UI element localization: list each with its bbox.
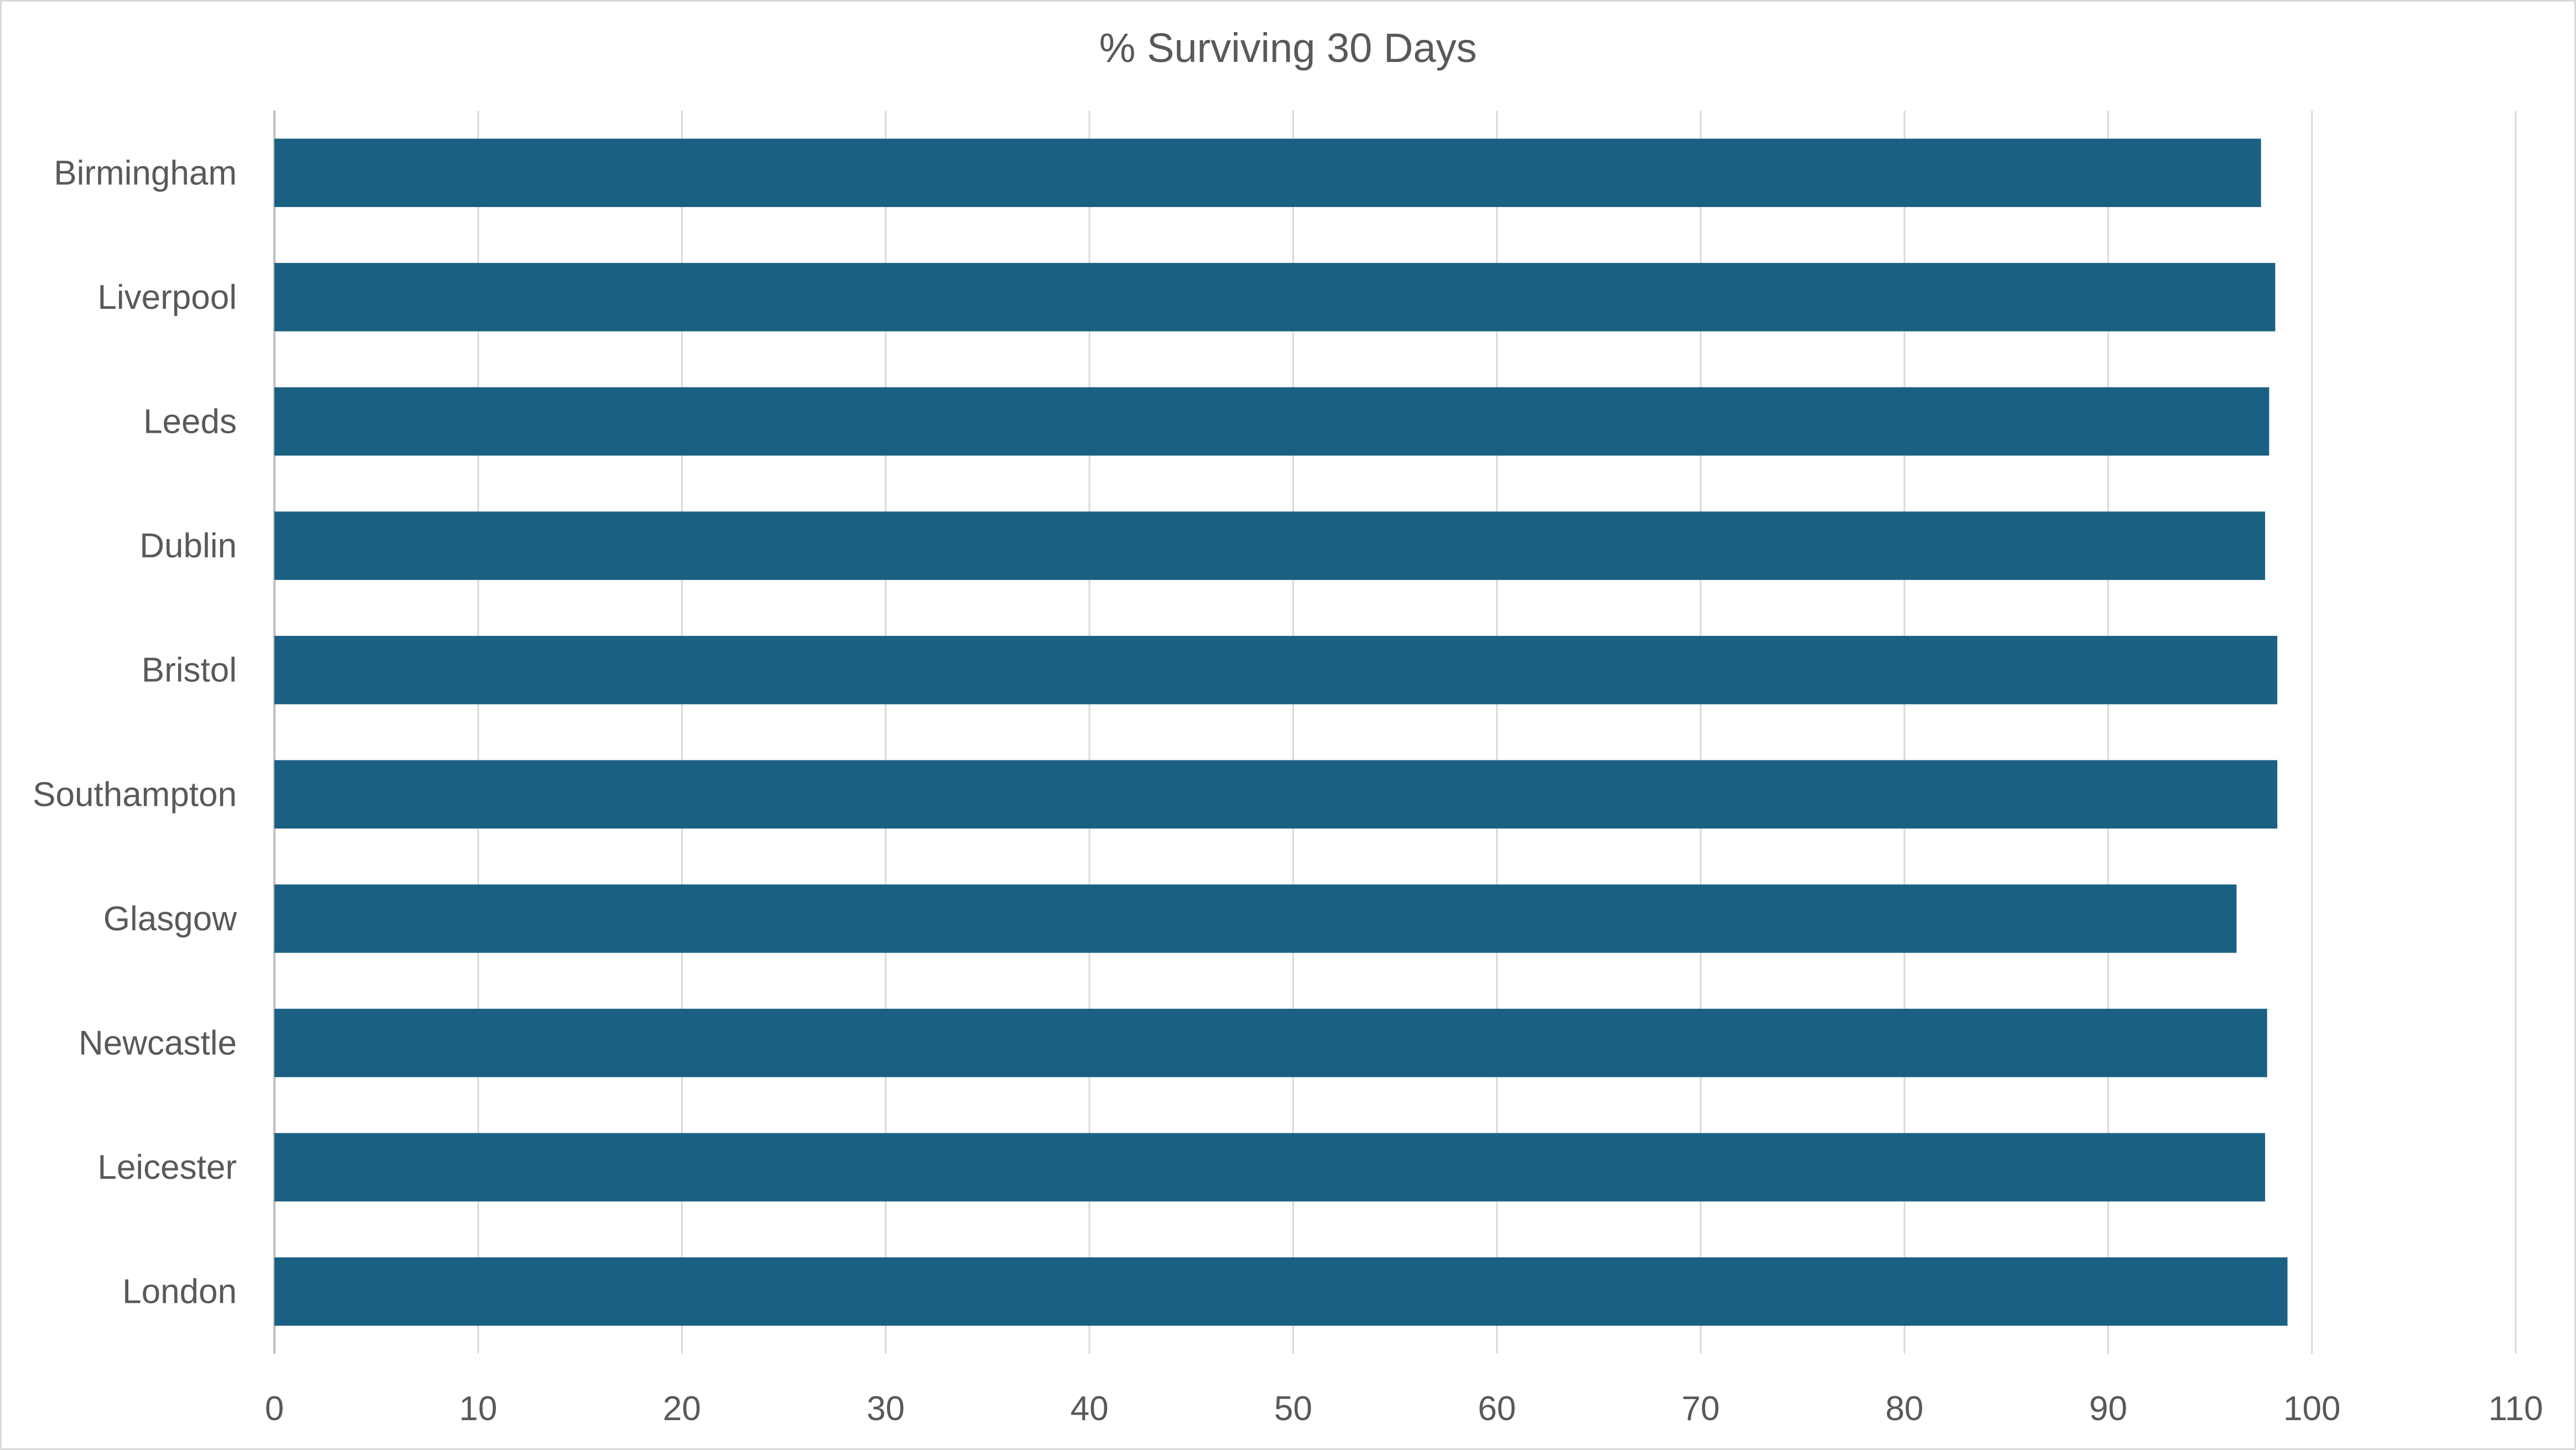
category-label: Leeds (143, 403, 237, 441)
category-label: Glasgow (103, 900, 237, 938)
category-label: Liverpool (97, 278, 237, 317)
bar-glasgow (274, 884, 2237, 953)
bar-leeds (274, 387, 2269, 456)
chart-title: % Surviving 30 Days (1099, 25, 1477, 71)
x-tick-labels: 0 10 20 30 40 50 60 70 80 90 100 110 (265, 1390, 2543, 1428)
x-tick-label: 50 (1274, 1390, 1312, 1428)
bar-liverpool (274, 263, 2276, 332)
category-label: Dublin (139, 527, 237, 565)
category-labels: Birmingham Liverpool Leeds Dublin Bristol Sou… (33, 154, 237, 1311)
category-label: Southampton (33, 775, 237, 814)
x-tick-label: 110 (2489, 1390, 2543, 1428)
bar-leicester (274, 1133, 2266, 1202)
category-label: Leicester (97, 1148, 237, 1187)
category-label: Newcastle (79, 1024, 237, 1063)
bar-southampton (274, 760, 2278, 829)
x-tick-label: 40 (1071, 1390, 1109, 1428)
x-tick-label: 70 (1681, 1390, 1720, 1428)
x-tick-label: 100 (2283, 1390, 2340, 1428)
x-tick-label: 60 (1478, 1390, 1516, 1428)
bar-bristol (274, 635, 2278, 705)
category-label: London (122, 1273, 237, 1311)
x-tick-label: 30 (866, 1390, 905, 1428)
x-tick-label: 10 (459, 1390, 497, 1428)
bars (274, 138, 2288, 1326)
x-tick-label: 20 (663, 1390, 701, 1428)
bar-london (274, 1257, 2288, 1326)
bar-dublin (274, 511, 2266, 580)
category-label: Bristol (142, 651, 237, 690)
bar-newcastle (274, 1008, 2267, 1078)
bar-birmingham (274, 138, 2261, 208)
x-tick-label: 0 (265, 1390, 284, 1428)
x-tick-label: 80 (1886, 1390, 1924, 1428)
x-tick-label: 90 (2089, 1390, 2127, 1428)
category-label: Birmingham (54, 154, 237, 192)
